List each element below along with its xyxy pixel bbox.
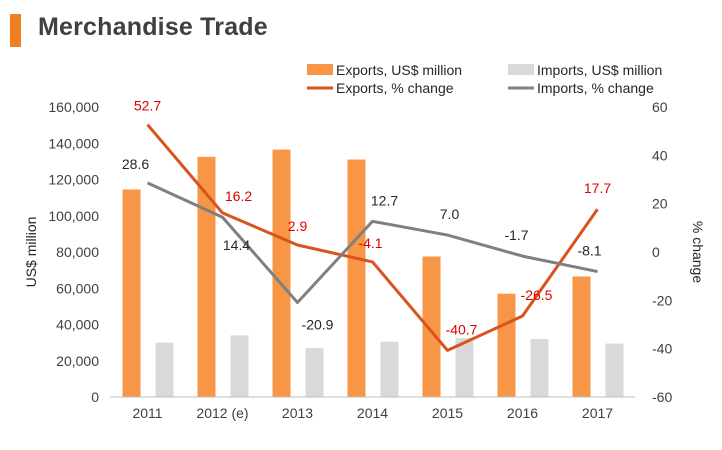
y2-tick-label: -40 — [652, 341, 672, 357]
imports-change-label: 14.4 — [223, 237, 250, 253]
legend-label: Imports, US$ million — [537, 62, 662, 78]
y2-tick-label: -20 — [652, 292, 672, 308]
y-tick-label: 100,000 — [48, 208, 99, 224]
exports-change-label: -40.7 — [446, 321, 478, 337]
exports-bar — [122, 189, 141, 397]
y-axis-title: US$ million — [23, 217, 39, 288]
y2-tick-label: 0 — [652, 244, 660, 260]
y-tick-label: 160,000 — [48, 99, 99, 115]
x-tick-label: 2013 — [282, 405, 313, 421]
imports-change-label: -1.7 — [504, 227, 528, 243]
x-tick-label: 2011 — [132, 405, 162, 421]
y-tick-label: 60,000 — [56, 280, 99, 296]
x-tick-label: 2017 — [582, 405, 613, 421]
exports-bar — [572, 276, 591, 397]
exports-change-label: 2.9 — [288, 218, 308, 234]
imports-change-label: 12.7 — [371, 192, 398, 208]
y-tick-label: 40,000 — [56, 317, 99, 333]
y-tick-label: 140,000 — [48, 135, 99, 151]
exports-bar — [497, 293, 516, 397]
x-tick-label: 2016 — [507, 405, 538, 421]
x-tick-label: 2012 (e) — [196, 405, 248, 421]
y2-tick-label: 20 — [652, 196, 668, 212]
imports-bar — [605, 343, 624, 397]
y2-tick-label: 40 — [652, 147, 668, 163]
x-tick-label: 2014 — [357, 405, 388, 421]
exports-change-label: 17.7 — [584, 180, 611, 196]
imports-bar — [230, 335, 249, 397]
exports-change-label: 16.2 — [225, 188, 252, 204]
y-tick-label: 80,000 — [56, 244, 99, 260]
imports-bar — [455, 338, 474, 397]
exports-bar — [422, 256, 441, 397]
exports-bar — [272, 149, 291, 397]
legend-label: Exports, % change — [336, 80, 454, 96]
y2-axis-title: % change — [690, 221, 706, 283]
exports-change-label: -26.5 — [521, 287, 553, 303]
chart-title: Merchandise Trade — [38, 13, 268, 41]
y-tick-label: 0 — [91, 389, 99, 405]
y2-tick-label: 60 — [652, 99, 668, 115]
imports-bar — [305, 348, 324, 397]
legend-swatch — [307, 64, 333, 75]
imports-change-label: 28.6 — [122, 156, 149, 172]
legend-label: Exports, US$ million — [336, 62, 462, 78]
imports-bar — [530, 339, 549, 397]
imports-change-label: -20.9 — [302, 317, 334, 333]
y-tick-label: 120,000 — [48, 172, 99, 188]
exports-bar — [197, 156, 216, 397]
title-accent-bar — [10, 14, 21, 47]
exports-change-label: 52.7 — [134, 98, 161, 114]
imports-change-label: -8.1 — [577, 243, 601, 259]
imports-bar — [155, 342, 174, 397]
y-tick-label: 20,000 — [56, 353, 99, 369]
exports-bar — [347, 159, 366, 397]
legend-swatch — [508, 64, 534, 75]
exports-change-line — [146, 123, 599, 352]
exports-change-label: -4.1 — [358, 235, 382, 251]
y2-tick-label: -60 — [652, 389, 672, 405]
imports-bar — [380, 341, 399, 397]
imports-change-label: 7.0 — [440, 206, 460, 222]
legend-label: Imports, % change — [537, 80, 654, 96]
imports-change-line — [146, 181, 598, 305]
x-tick-label: 2015 — [432, 405, 463, 421]
